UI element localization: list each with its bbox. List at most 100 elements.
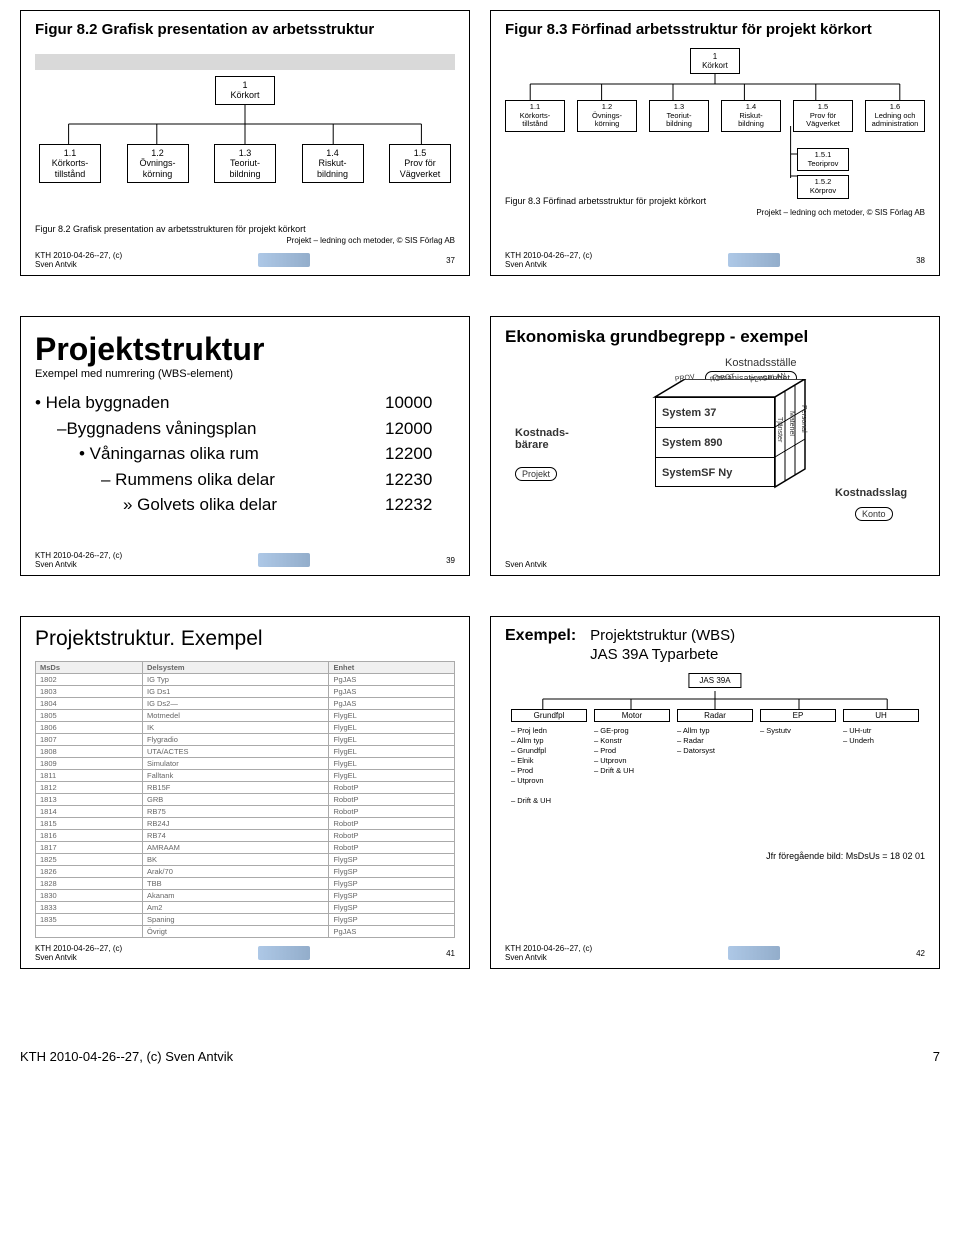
tree6-item: Systutv <box>760 726 836 736</box>
tree6-item: Underh <box>843 736 919 746</box>
wbs-label: –Byggnadens våningsplan <box>57 416 256 442</box>
tree6-items: Systutv <box>760 726 836 736</box>
slide-2-title: Figur 8.3 Förfinad arbetsstruktur för pr… <box>505 21 925 38</box>
page-footer: KTH 2010-04-26--27, (c) Sven Antvik 7 <box>0 1039 960 1074</box>
tree6-root: JAS 39A <box>688 673 741 688</box>
tree6-col: Motor GE-progKonstrProdUtprovnDrift & UH <box>594 709 670 807</box>
table-cell: FlygEL <box>329 734 455 746</box>
table-cell: 1812 <box>36 782 143 794</box>
slide-footer-left: KTH 2010-04-26--27, (c) Sven Antvik <box>35 944 122 962</box>
table-row: 1811FalltankFlygEL <box>36 770 455 782</box>
table-cell: Övrigt <box>143 926 329 938</box>
table-cell: 1809 <box>36 758 143 770</box>
label-kostnadsstalle: Kostnadsställe <box>725 357 797 369</box>
tree6-col-header: Motor <box>594 709 670 722</box>
slide-1-title: Figur 8.2 Grafisk presentation av arbets… <box>35 21 455 38</box>
slide-5-title: Projektstruktur. Exempel <box>35 627 455 651</box>
slide-1: Figur 8.2 Grafisk presentation av arbets… <box>20 10 470 276</box>
slide-3-bigtitle: Projektstruktur <box>35 331 455 368</box>
table-row: 1833Am2FlygSP <box>36 902 455 914</box>
table-cell: FlygEL <box>329 746 455 758</box>
table-cell: 1804 <box>36 698 143 710</box>
table-cell: TBB <box>143 878 329 890</box>
tree6-item: Utprovn <box>511 776 587 786</box>
cube-diagram: Kostnadsställe Organisationsenhet Kostna… <box>505 357 925 547</box>
label-kostnadsslag: Kostnadsslag <box>835 487 907 499</box>
slide-2: Figur 8.3 Förfinad arbetsstruktur för pr… <box>490 10 940 276</box>
table-row: 1804IG Ds2—PgJAS <box>36 698 455 710</box>
tree6-items: Proj lednAllm typGrundfplElnikProdUtprov… <box>511 726 587 807</box>
logo-icon <box>728 253 780 267</box>
tree6-items: GE-progKonstrProdUtprovnDrift & UH <box>594 726 670 777</box>
table-row: 1805MotmedelFlygEL <box>36 710 455 722</box>
slide-5: Projektstruktur. Exempel MsDsDelsystemEn… <box>20 616 470 969</box>
row-3: Projektstruktur. Exempel MsDsDelsystemEn… <box>20 616 940 969</box>
table-cell: RobotP <box>329 806 455 818</box>
table-cell: 1808 <box>36 746 143 758</box>
slide-4-title: Ekonomiska grundbegrepp - exempel <box>505 327 925 347</box>
side-label: Tjänster <box>776 417 783 442</box>
tree6-items: Allm typRadarDatorsyst <box>677 726 753 756</box>
tree6-item: Utprovn <box>594 756 670 766</box>
table-cell: GRB <box>143 794 329 806</box>
side-label: Materiel <box>788 411 795 436</box>
tree6-row: GrundfplProj lednAllm typGrundfplElnikPr… <box>505 709 925 807</box>
table-cell: RobotP <box>329 842 455 854</box>
table-cell: 1802 <box>36 674 143 686</box>
table-cell: BK <box>143 854 329 866</box>
slide-5-footer: KTH 2010-04-26--27, (c) Sven Antvik 41 <box>35 938 455 962</box>
table-cell: FlygSP <box>329 914 455 926</box>
org2-row1: 1.1 Körkorts- tillstånd 1.2 Övnings- kör… <box>505 100 925 132</box>
tree6-item: Konstr <box>594 736 670 746</box>
table-cell: FlygSP <box>329 866 455 878</box>
org1-child: 1.4 Riskut- bildning <box>302 144 364 183</box>
table-cell: 1806 <box>36 722 143 734</box>
tree6-col-header: UH <box>843 709 919 722</box>
slide-6-exempel: Exempel: <box>505 627 576 645</box>
table-header: MsDs <box>36 662 143 674</box>
table-cell: PgJAS <box>329 698 455 710</box>
slide-footer-left: Sven Antvik <box>505 560 547 569</box>
org2-sub: 1.5.1 Teoriprov 1.5.2 Körprov <box>797 148 849 199</box>
cube-front: System 37 System 890 SystemSF Ny <box>655 397 775 487</box>
slide-2-footer: KTH 2010-04-26--27, (c) Sven Antvik 38 <box>505 245 925 269</box>
tree6-item: GE-prog <box>594 726 670 736</box>
logo-icon <box>258 553 310 567</box>
table-cell: 1816 <box>36 830 143 842</box>
table-cell: RobotP <box>329 782 455 794</box>
wbs-row: • Hela byggnaden10000 <box>35 390 455 416</box>
table-cell: RB74 <box>143 830 329 842</box>
tree6-col-header: Radar <box>677 709 753 722</box>
table-cell: RB15F <box>143 782 329 794</box>
table-row: 1817AMRAAMRobotP <box>36 842 455 854</box>
table-cell: FlygSP <box>329 854 455 866</box>
tree6-item: Grundfpl <box>511 746 587 756</box>
table-cell: RobotP <box>329 830 455 842</box>
org2-child: 1.3 Teoriut- bildning <box>649 100 709 132</box>
slide-footer-right: 42 <box>916 949 925 958</box>
tree6-col: GrundfplProj lednAllm typGrundfplElnikPr… <box>511 709 587 807</box>
logo-icon <box>728 946 780 960</box>
table-cell: 1825 <box>36 854 143 866</box>
slide-6-footer: KTH 2010-04-26--27, (c) Sven Antvik 42 <box>505 938 925 962</box>
slide-footer-right: 37 <box>446 256 455 265</box>
wbs-list: • Hela byggnaden10000–Byggnadens vånings… <box>35 390 455 518</box>
table-row: 1816RB74RobotP <box>36 830 455 842</box>
table-cell: FlygSP <box>329 902 455 914</box>
org2-root: 1 Körkort <box>690 48 740 74</box>
table-cell: Motmedel <box>143 710 329 722</box>
table-cell: FlygEL <box>329 770 455 782</box>
slide-3-footer: KTH 2010-04-26--27, (c) Sven Antvik 39 <box>35 545 455 569</box>
table-cell: UTA/ACTES <box>143 746 329 758</box>
table-row: 1835SpaningFlygSP <box>36 914 455 926</box>
cube-line: System 890 <box>656 428 774 458</box>
table-row: ÖvrigtPgJAS <box>36 926 455 938</box>
slide-6-jfr: Jfr föregående bild: MsDsUs = 18 02 01 <box>505 851 925 861</box>
wbs-label: • Hela byggnaden <box>35 390 170 416</box>
table-cell: FlygEL <box>329 758 455 770</box>
table-cell: 1833 <box>36 902 143 914</box>
table-cell: PgJAS <box>329 926 455 938</box>
slide-footer-left: KTH 2010-04-26--27, (c) Sven Antvik <box>35 251 122 269</box>
slide-5-table: MsDsDelsystemEnhet1802IG TypPgJAS1803IG … <box>35 661 455 938</box>
table-cell: FlygSP <box>329 878 455 890</box>
